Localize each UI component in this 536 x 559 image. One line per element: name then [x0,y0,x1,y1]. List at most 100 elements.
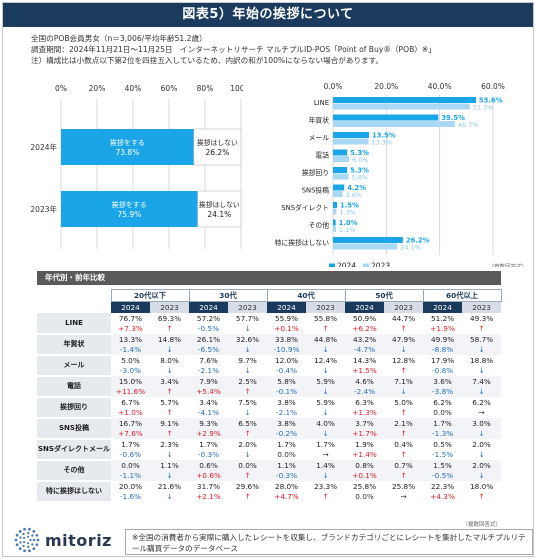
change-row: -3.0% ↓ -2.1% ↓ -0.4% ↓ +1.5% ↑ -0.8% ↓ [37,365,502,376]
value-cell: 49.3% [462,312,502,324]
logo-dot [28,527,31,531]
logo-dot [15,543,19,547]
table-corner [37,301,111,313]
change-cell: ↓ [306,365,346,376]
change-cell: -8.8% [423,344,463,355]
logo-dot [22,532,25,536]
change-cell: +4.7% [267,491,307,502]
value-cell: 3.4% [189,396,229,408]
value-cell: 2.0% [462,438,502,450]
bar-2023 [333,226,336,232]
change-cell: -1.4% [111,344,150,355]
value-label-2023: 13.3% [371,139,392,147]
change-cell: -2.1% [267,407,307,418]
value-cell: 1.7% [423,417,463,429]
age-group-header: 60代以上 [422,289,502,302]
value-label-2024: 13.5% [372,132,396,140]
change-cell: ↓ [384,386,424,397]
change-cell: -0.5% [423,470,463,481]
change-cell: ↓ [228,344,268,355]
bar-2023 [333,243,398,250]
row-label: メール [37,354,111,377]
value-cell: 7.1% [384,375,424,387]
change-cell: ↑ [384,365,424,376]
change-cell: 0.0% [423,407,463,418]
change-cell: -1.1% [111,470,150,481]
bar-label: 挨拶はしない [199,200,240,209]
value-cell: 32.6% [228,333,268,345]
value-cell: 57.7% [228,312,268,324]
change-cell: +1.7% [345,428,385,439]
logo-dot [26,542,30,545]
value-cell: 2.0% [228,438,268,450]
bar-label: 26.2% [206,148,230,157]
value-cell: 7.4% [462,375,502,387]
change-cell: ↑ [384,449,424,460]
change-cell: +1.0% [111,407,150,418]
value-label-2023: 3.6% [346,191,363,199]
value-cell: 55.9% [267,312,307,324]
row-label: 特に挨拶はしない [37,480,111,503]
change-row: -0.6% ↓ -0.3% ↓ 0.0% → +1.4% ↑ -1.5% ↓ [37,449,502,460]
value-cell: 12.4% [306,354,346,366]
value-label-2024: 4.2% [347,184,366,192]
table-note: （複数回答式） [462,522,501,528]
bar-label: 73.8% [116,148,140,157]
change-cell: -1.5% [423,449,463,460]
value-label-2023: 45.7% [458,121,479,129]
age-group-header: 30代 [188,289,268,302]
table-corner [37,289,111,302]
value-cell: 1.1% [267,459,307,471]
category-label: 年賀状 [309,116,330,125]
value-label-2024: 1.0% [339,219,358,227]
change-cell: ↑ [306,491,346,502]
change-cell: ↓ [384,344,424,355]
change-cell: +2.1% [189,491,229,502]
value-cell: 2.5% [228,375,268,387]
change-cell: +7.6% [111,428,150,439]
value-cell: 7.6% [189,354,229,366]
change-row: -1.4% ↓ -6.5% ↓ -10.9% ↓ -4.7% ↓ -8.8% ↓ [37,344,502,355]
change-cell: ↓ [150,449,190,460]
value-label-2023: 24.1% [400,244,421,252]
year-header: 2023 [306,301,346,313]
value-cell: 6.2% [462,396,502,408]
change-cell: -0.8% [423,365,463,376]
value-cell: 22.3% [423,480,463,492]
x-tick-label: 60.0% [481,82,505,91]
change-cell: +1.5% [345,365,385,376]
change-cell: ↑ [228,386,268,397]
value-cell: 5.9% [306,375,346,387]
x-tick-label: 0.0% [323,82,342,91]
category-label: LINE [314,99,329,107]
table-row: 挨拶回り 6.7% 5.7% 3.4% 7.5% 3.8% 5.9% 6.3% 5.0% 6.2%… [37,396,502,419]
bar-2024 [333,132,369,138]
value-cell: 7.5% [228,396,268,408]
legend-label: 2024 [337,262,356,268]
change-cell: ↑ [462,491,502,502]
change-cell: +1.3% [345,407,385,418]
value-cell: 5.0% [384,396,424,408]
note-line: 注）構成比は小数点以下第2位を四捨五入しているため、内訳の和が100%にならない… [31,56,384,65]
value-cell: 51.2% [423,312,463,324]
value-label-2023: 5.8% [351,174,368,182]
bar-2023 [333,173,349,180]
change-cell: ↑ [150,407,190,418]
change-cell: -10.9% [267,344,307,355]
category-label: 2024年 [30,142,57,152]
value-cell: 33.8% [267,333,307,345]
x-tick-label: 40.0% [428,82,452,91]
value-cell: 20.0% [111,480,150,492]
logo-dot [22,544,25,548]
change-cell: ↓ [306,407,346,418]
value-cell: 21.6% [150,480,190,492]
logo-dot [27,545,30,549]
year-header: 2023 [384,301,424,313]
value-cell: 47.9% [384,333,424,345]
value-cell: 16.7% [111,417,150,429]
value-cell: 1.7% [111,438,150,450]
value-cell: 44.7% [384,312,424,324]
category-label: 挨拶回り [302,168,329,177]
x-tick-label: 0% [55,84,67,93]
value-cell: 5.8% [267,375,307,387]
